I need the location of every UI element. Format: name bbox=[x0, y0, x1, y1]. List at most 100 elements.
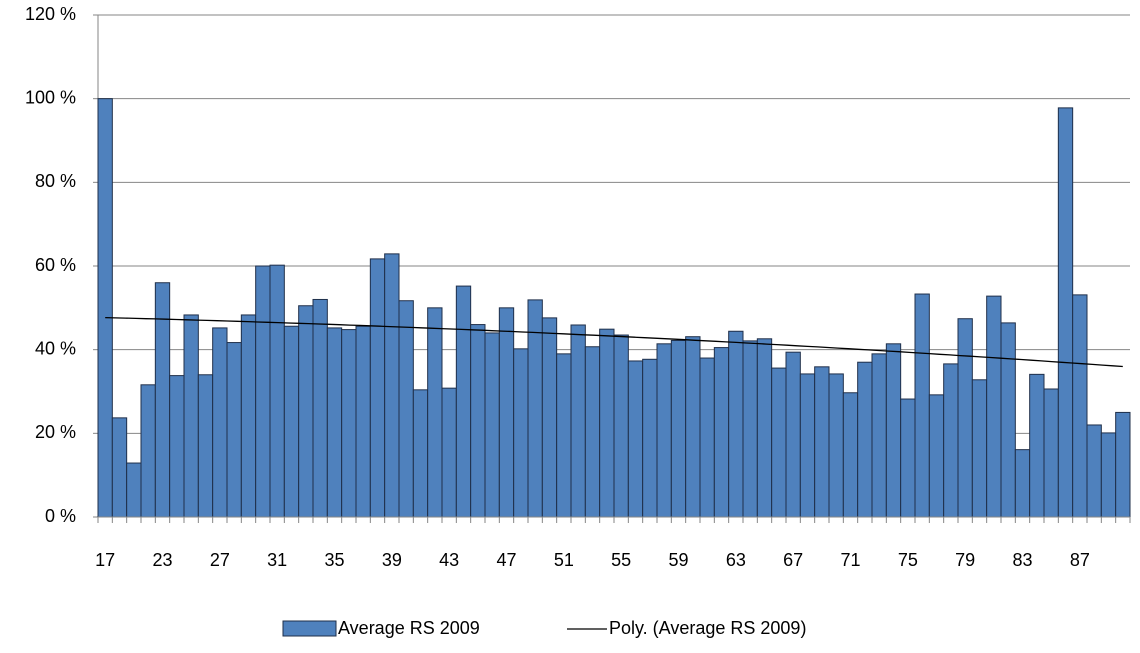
bar bbox=[943, 363, 959, 518]
bar bbox=[871, 353, 887, 518]
bar bbox=[1100, 432, 1117, 518]
bar bbox=[355, 325, 371, 518]
legend-label: Poly. (Average RS 2009) bbox=[609, 618, 806, 638]
bar bbox=[97, 98, 113, 518]
bar bbox=[971, 379, 988, 518]
bar bbox=[1072, 294, 1088, 518]
x-tick-label: 67 bbox=[783, 550, 803, 570]
bar bbox=[154, 282, 171, 518]
bar bbox=[1029, 373, 1045, 518]
x-tick-label: 27 bbox=[210, 550, 230, 570]
bar bbox=[785, 351, 801, 518]
bar bbox=[298, 305, 314, 518]
x-tick-label: 51 bbox=[554, 550, 574, 570]
bar bbox=[126, 462, 142, 518]
bar bbox=[455, 285, 472, 518]
y-tick-label: 20 % bbox=[35, 422, 76, 442]
bar bbox=[1000, 322, 1016, 518]
bar bbox=[283, 325, 300, 518]
x-tick-label: 39 bbox=[382, 550, 402, 570]
bar bbox=[169, 375, 185, 518]
x-tick-label: 43 bbox=[439, 550, 459, 570]
bar bbox=[226, 342, 242, 518]
bar bbox=[398, 300, 414, 518]
bar bbox=[541, 317, 558, 518]
bar bbox=[842, 392, 859, 518]
bar bbox=[799, 373, 816, 518]
y-tick-label: 100 % bbox=[25, 87, 76, 107]
bar bbox=[326, 327, 343, 518]
bar bbox=[928, 394, 945, 518]
bar bbox=[613, 334, 629, 518]
bar bbox=[699, 357, 715, 518]
legend-swatch bbox=[282, 620, 337, 637]
bar bbox=[470, 324, 486, 518]
bar bbox=[255, 265, 271, 518]
bar bbox=[599, 328, 615, 518]
x-tick-label: 71 bbox=[840, 550, 860, 570]
bar bbox=[914, 293, 930, 518]
bar bbox=[369, 258, 386, 518]
x-tick-label: 63 bbox=[726, 550, 746, 570]
bar bbox=[584, 346, 601, 518]
bar bbox=[857, 361, 873, 518]
bar bbox=[312, 298, 328, 518]
bar bbox=[742, 340, 758, 518]
y-tick-label: 0 % bbox=[45, 506, 76, 526]
bar bbox=[111, 417, 128, 518]
bar bbox=[1043, 388, 1059, 518]
bar bbox=[1014, 449, 1031, 518]
bar bbox=[441, 387, 457, 518]
x-tick-label: 17 bbox=[95, 550, 115, 570]
bar bbox=[771, 367, 787, 518]
bar bbox=[1057, 107, 1074, 518]
bar bbox=[728, 330, 744, 518]
bar bbox=[685, 336, 701, 518]
bar bbox=[197, 374, 214, 518]
bar bbox=[341, 329, 357, 518]
bar bbox=[885, 343, 902, 518]
bar bbox=[384, 253, 400, 518]
bar bbox=[484, 332, 500, 518]
x-tick-label: 35 bbox=[324, 550, 344, 570]
bar bbox=[427, 307, 443, 518]
bar bbox=[656, 343, 672, 518]
y-tick-label: 40 % bbox=[35, 338, 76, 358]
bar bbox=[986, 295, 1002, 518]
bar bbox=[828, 373, 844, 518]
bar bbox=[498, 307, 515, 518]
x-tick-label: 75 bbox=[898, 550, 918, 570]
bar bbox=[513, 348, 529, 518]
legend-label: Average RS 2009 bbox=[338, 618, 480, 638]
x-tick-label: 55 bbox=[611, 550, 631, 570]
bar bbox=[212, 327, 228, 518]
bar bbox=[1086, 424, 1102, 518]
x-tick-label: 59 bbox=[668, 550, 688, 570]
y-tick-label: 60 % bbox=[35, 255, 76, 275]
x-tick-label: 87 bbox=[1070, 550, 1090, 570]
bar bbox=[269, 264, 285, 518]
bar bbox=[627, 360, 644, 518]
x-tick-label: 79 bbox=[955, 550, 975, 570]
bar bbox=[957, 318, 973, 518]
bar bbox=[412, 389, 429, 518]
bar bbox=[556, 353, 572, 518]
bar bbox=[756, 338, 773, 518]
bar bbox=[240, 314, 257, 518]
bar bbox=[570, 324, 586, 518]
x-tick-label: 23 bbox=[152, 550, 172, 570]
bar bbox=[642, 358, 658, 518]
bar bbox=[140, 384, 156, 518]
bar bbox=[900, 398, 916, 518]
bar bbox=[670, 339, 687, 518]
bar bbox=[183, 314, 199, 518]
bar bbox=[814, 366, 830, 518]
bar bbox=[1115, 411, 1131, 518]
trend-line bbox=[105, 316, 1123, 368]
x-tick-label: 47 bbox=[496, 550, 516, 570]
x-tick-label: 31 bbox=[267, 550, 287, 570]
y-tick-label: 120 % bbox=[25, 4, 76, 24]
y-tick-label: 80 % bbox=[35, 171, 76, 191]
x-tick-label: 83 bbox=[1012, 550, 1032, 570]
